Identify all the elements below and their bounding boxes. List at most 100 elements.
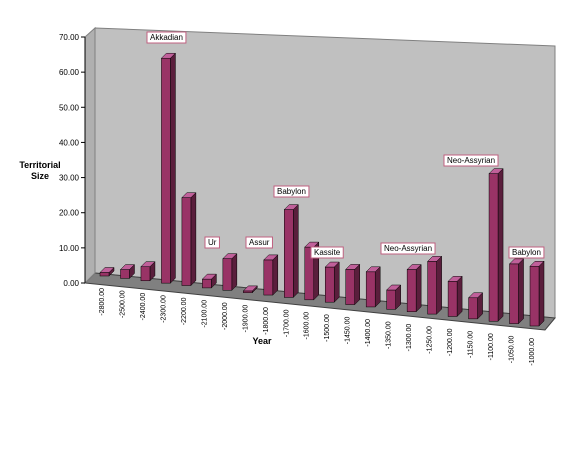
y-tick-label: 0.00: [63, 279, 79, 288]
bar-top: [406, 264, 422, 270]
bar: [345, 269, 355, 305]
bar: [120, 269, 130, 279]
bar-top: [283, 204, 299, 210]
annotation: Akkadian: [150, 33, 183, 42]
x-tick-label: -1050.00: [509, 336, 516, 364]
bar-top: [201, 273, 217, 280]
x-tick-label: -1350.00: [386, 321, 393, 349]
bar-top: [467, 292, 484, 299]
annotation: Babylon: [512, 248, 541, 257]
y-tick-label: 70.00: [59, 33, 80, 42]
y-tick-label: 20.00: [59, 209, 80, 218]
bar-side: [436, 255, 442, 315]
y-tick-label: 30.00: [59, 174, 80, 183]
x-tick-label: -1600.00: [304, 312, 311, 340]
bar-top: [508, 258, 525, 265]
x-tick-label: -2000.00: [222, 302, 229, 330]
bar: [284, 209, 294, 298]
annotation: Neo-Assyrian: [384, 244, 432, 253]
x-tick-label: -1100.00: [488, 333, 495, 360]
annotation-box: [380, 242, 436, 255]
bar-top: [140, 261, 156, 267]
bar: [161, 57, 171, 284]
annotation: Ur: [208, 238, 217, 247]
bar-side: [374, 266, 381, 308]
bar-side: [415, 263, 422, 313]
bar-side: [170, 52, 176, 284]
x-tick-label: -1900.00: [242, 305, 249, 333]
annotation: Assur: [249, 238, 270, 247]
x-tick-label: -2400.00: [140, 293, 147, 321]
bar: [406, 269, 417, 312]
y-axis-title: Territorial Size: [19, 160, 61, 181]
annotation-box: [273, 185, 310, 198]
bar: [427, 261, 437, 315]
annotation-box: [310, 246, 344, 259]
bar: [447, 281, 458, 317]
bar-side: [293, 203, 299, 299]
x-tick-label: -1500.00: [324, 314, 331, 342]
bar-top: [242, 285, 258, 292]
bar-top: [386, 284, 402, 291]
bar: [181, 197, 192, 286]
y-tick-label: 10.00: [59, 244, 80, 253]
bar-side: [518, 258, 524, 325]
y-tick-label: 40.00: [59, 138, 80, 147]
bar-top: [324, 261, 340, 268]
bar: [99, 272, 110, 277]
annotation: Neo-Assyrian: [447, 156, 495, 165]
annotation-box: [443, 154, 499, 167]
bar-side: [538, 260, 545, 327]
bar: [468, 297, 478, 320]
bar-top: [488, 168, 504, 174]
annotation: Kassite: [314, 248, 341, 257]
x-tick-label: -2800.00: [99, 288, 106, 316]
bar-side: [456, 275, 463, 318]
x-axis-title: Year: [252, 336, 272, 346]
side-wall: [84, 26, 96, 285]
y-tick-label: 50.00: [59, 103, 80, 112]
x-tick-label: -2100.00: [201, 300, 208, 328]
bar: [324, 266, 335, 303]
x-tick-label: -2300.00: [160, 295, 167, 323]
bar-side: [354, 263, 360, 306]
bar: [386, 289, 396, 310]
bar-top: [263, 254, 279, 261]
x-tick-label: -1150.00: [468, 331, 475, 358]
bar: [365, 271, 376, 308]
bar: [222, 258, 233, 291]
x-tick-label: -1450.00: [345, 316, 352, 344]
bar-top: [365, 266, 381, 273]
bar-top: [160, 52, 177, 59]
x-tick-label: -1400.00: [365, 319, 372, 347]
bar: [488, 173, 499, 322]
bar-top: [447, 276, 463, 282]
x-tick-label: -1200.00: [447, 328, 454, 356]
bar-top: [181, 192, 197, 198]
bar-top: [529, 261, 545, 267]
annotation-box: [508, 246, 545, 259]
annotation-box: [245, 236, 273, 249]
bar: [140, 266, 151, 282]
bar-side: [333, 261, 340, 303]
annotation: Babylon: [277, 187, 306, 196]
x-tick-label: -1000.00: [529, 338, 536, 366]
bar-side: [231, 253, 238, 291]
bar-top: [119, 264, 136, 270]
bar-top: [345, 264, 361, 270]
x-tick-label: -1800.00: [263, 307, 270, 335]
x-tick-label: -2200.00: [181, 297, 188, 325]
bar-side: [497, 168, 504, 322]
bar: [509, 263, 519, 324]
bar-top: [427, 256, 443, 262]
bar-side: [272, 254, 279, 296]
y-tick-label: 60.00: [59, 68, 80, 77]
bar: [529, 266, 540, 327]
bar-top: [222, 253, 238, 259]
bar: [202, 278, 212, 289]
x-tick-label: -1300.00: [406, 324, 413, 352]
annotation-box: [204, 236, 220, 249]
bar-side: [190, 192, 197, 287]
